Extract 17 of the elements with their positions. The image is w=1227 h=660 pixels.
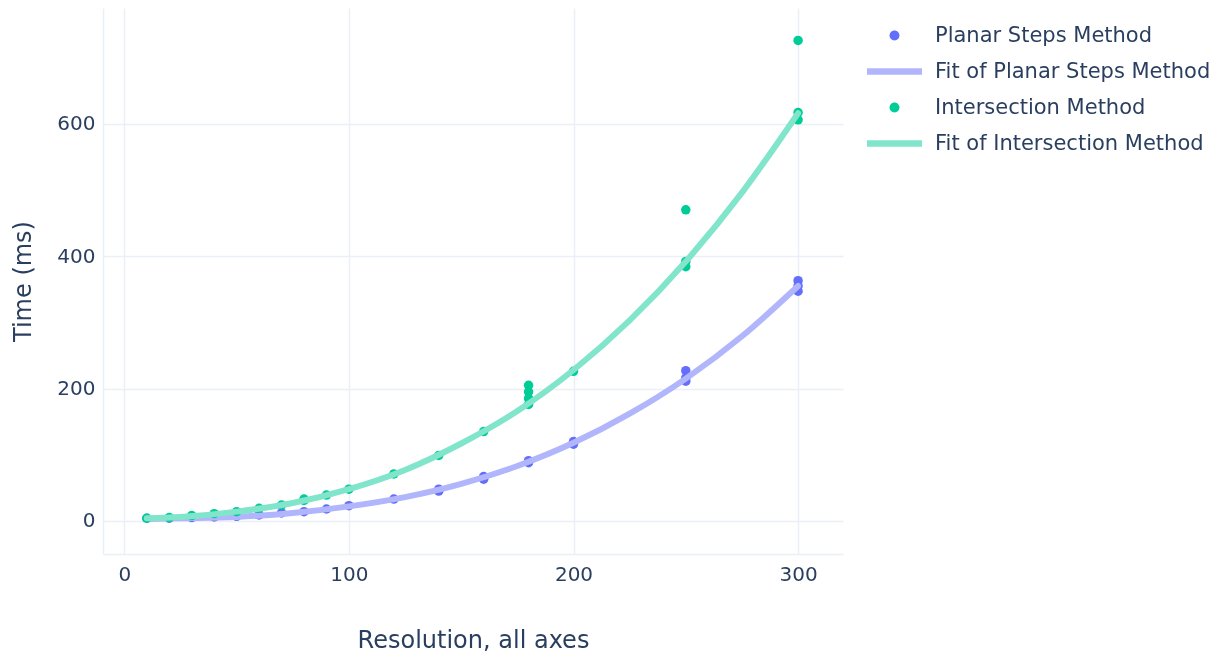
legend-label: Fit of Intersection Method	[935, 130, 1204, 155]
x-tick-label: 100	[330, 561, 369, 586]
y-axis-title: Time (ms)	[9, 221, 38, 343]
legend-label: Planar Steps Method	[935, 22, 1153, 47]
y-tick-label: 400	[57, 243, 96, 268]
y-tick-label: 200	[57, 376, 96, 401]
legend-label: Fit of Planar Steps Method	[935, 58, 1211, 83]
legend-label: Intersection Method	[935, 94, 1146, 119]
point	[523, 380, 534, 390]
y-tick-label: 600	[57, 111, 96, 136]
x-tick-label: 0	[118, 561, 132, 586]
x-axis-title: Resolution, all axes	[357, 625, 590, 654]
y-tick-label: 0	[82, 508, 96, 533]
point	[793, 35, 803, 46]
x-tick-label: 300	[779, 561, 818, 586]
point	[681, 205, 691, 215]
x-tick-label: 200	[554, 561, 594, 586]
